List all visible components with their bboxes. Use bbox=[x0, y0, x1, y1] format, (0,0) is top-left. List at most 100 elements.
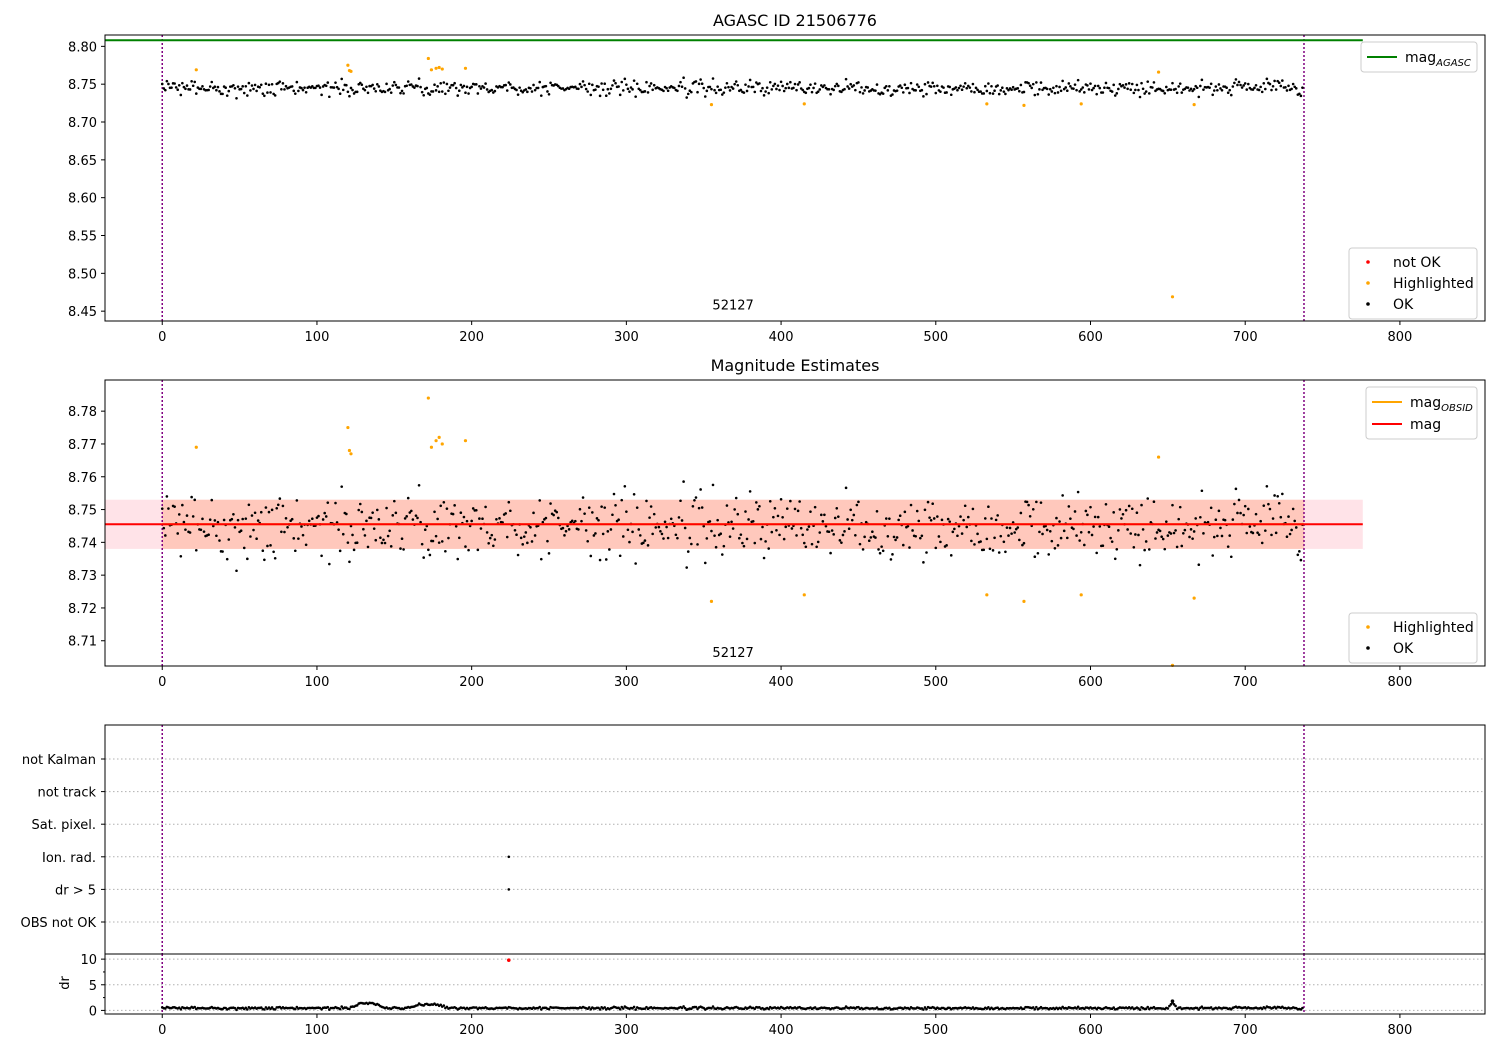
ok-point bbox=[410, 509, 413, 513]
ok-point bbox=[600, 82, 603, 85]
ok-point bbox=[515, 88, 518, 92]
ok-point bbox=[703, 95, 707, 98]
obsid-annotation: 52127 bbox=[712, 299, 753, 314]
ok-point bbox=[1018, 538, 1021, 542]
ok-point bbox=[1180, 91, 1184, 94]
ok-point bbox=[1217, 83, 1221, 86]
ok-point bbox=[425, 86, 429, 90]
ok-point bbox=[451, 83, 455, 87]
ok-point bbox=[529, 86, 532, 90]
ok-point bbox=[436, 517, 439, 521]
ok-point bbox=[643, 539, 647, 542]
ok-point bbox=[420, 90, 424, 94]
ok-point bbox=[174, 86, 178, 89]
ok-point bbox=[1219, 526, 1222, 530]
x-tick-label: 500 bbox=[923, 675, 948, 690]
ok-point bbox=[242, 546, 246, 550]
ok-point bbox=[250, 514, 254, 517]
chart-title: Magnitude Estimates bbox=[711, 356, 880, 375]
ok-point bbox=[447, 536, 450, 540]
ok-point bbox=[620, 80, 624, 84]
ok-point bbox=[734, 80, 738, 83]
ok-point bbox=[1069, 517, 1072, 520]
ok-point bbox=[608, 92, 611, 95]
ok-point bbox=[400, 89, 404, 93]
ok-point bbox=[470, 519, 473, 523]
ok-point bbox=[768, 80, 772, 84]
ok-point bbox=[538, 499, 542, 502]
ok-point bbox=[996, 84, 999, 87]
ok-point bbox=[264, 82, 268, 86]
highlighted-point bbox=[440, 442, 444, 446]
ok-point bbox=[1138, 95, 1142, 99]
ok-point bbox=[920, 534, 924, 538]
ok-point bbox=[471, 507, 475, 510]
ok-point bbox=[416, 84, 419, 88]
ok-point bbox=[536, 86, 540, 90]
ok-point bbox=[1183, 528, 1187, 532]
ok-point bbox=[939, 90, 942, 93]
y-tick-label: 8.75 bbox=[68, 504, 97, 519]
ok-point bbox=[982, 92, 986, 95]
highlighted-point bbox=[429, 68, 434, 72]
ok-point bbox=[295, 80, 299, 84]
ok-point bbox=[467, 548, 470, 552]
ok-point bbox=[321, 518, 325, 521]
ok-point bbox=[487, 541, 490, 545]
ok-point bbox=[454, 524, 458, 528]
ok-point bbox=[345, 512, 348, 516]
ok-point bbox=[547, 552, 551, 555]
x-tick-label: 600 bbox=[1078, 330, 1103, 345]
ok-point bbox=[448, 86, 452, 89]
ok-point bbox=[697, 82, 701, 86]
ok-point bbox=[617, 518, 620, 521]
x-tick-label: 400 bbox=[769, 330, 794, 345]
ok-point bbox=[767, 1007, 770, 1011]
ok-point bbox=[221, 550, 224, 553]
ok-point bbox=[857, 500, 860, 504]
highlighted-point bbox=[802, 102, 806, 106]
ok-point bbox=[246, 1008, 249, 1011]
ok-point bbox=[165, 495, 169, 498]
ok-point bbox=[194, 92, 198, 95]
ok-point bbox=[751, 85, 755, 89]
ok-point bbox=[249, 89, 252, 92]
ok-point bbox=[1279, 515, 1283, 519]
ok-point bbox=[1251, 531, 1255, 535]
ok-point bbox=[425, 524, 429, 528]
ok-point bbox=[1016, 526, 1020, 529]
highlighted-point bbox=[429, 445, 434, 449]
ok-point bbox=[338, 1007, 342, 1011]
ok-point bbox=[1254, 512, 1258, 516]
ok-point bbox=[929, 85, 933, 88]
ok-point bbox=[427, 548, 430, 552]
ok-point bbox=[355, 1004, 359, 1007]
ok-point bbox=[871, 530, 874, 533]
ok-point bbox=[625, 510, 628, 513]
ok-point bbox=[884, 517, 888, 520]
ok-point bbox=[1265, 485, 1269, 488]
ok-point bbox=[522, 535, 526, 538]
ok-point bbox=[635, 82, 639, 86]
ok-point bbox=[283, 88, 286, 91]
ok-point bbox=[371, 83, 374, 87]
ok-point bbox=[604, 94, 608, 97]
ok-point bbox=[1216, 88, 1219, 92]
ok-point bbox=[699, 488, 702, 491]
ok-point bbox=[642, 541, 645, 545]
x-tick-label: 400 bbox=[769, 1023, 794, 1038]
ok-point bbox=[252, 87, 255, 91]
ok-point bbox=[437, 541, 441, 544]
ok-point bbox=[936, 84, 939, 88]
ok-point bbox=[598, 558, 602, 562]
ok-point bbox=[993, 89, 996, 92]
ok-point bbox=[727, 521, 730, 524]
ok-point bbox=[638, 88, 642, 92]
ok-point bbox=[1163, 547, 1167, 551]
ok-point bbox=[283, 530, 286, 534]
ok-point bbox=[963, 504, 967, 508]
x-tick-label: 200 bbox=[459, 330, 484, 345]
ok-point bbox=[1264, 87, 1267, 91]
ok-point bbox=[456, 557, 460, 561]
ok-point bbox=[962, 85, 965, 88]
